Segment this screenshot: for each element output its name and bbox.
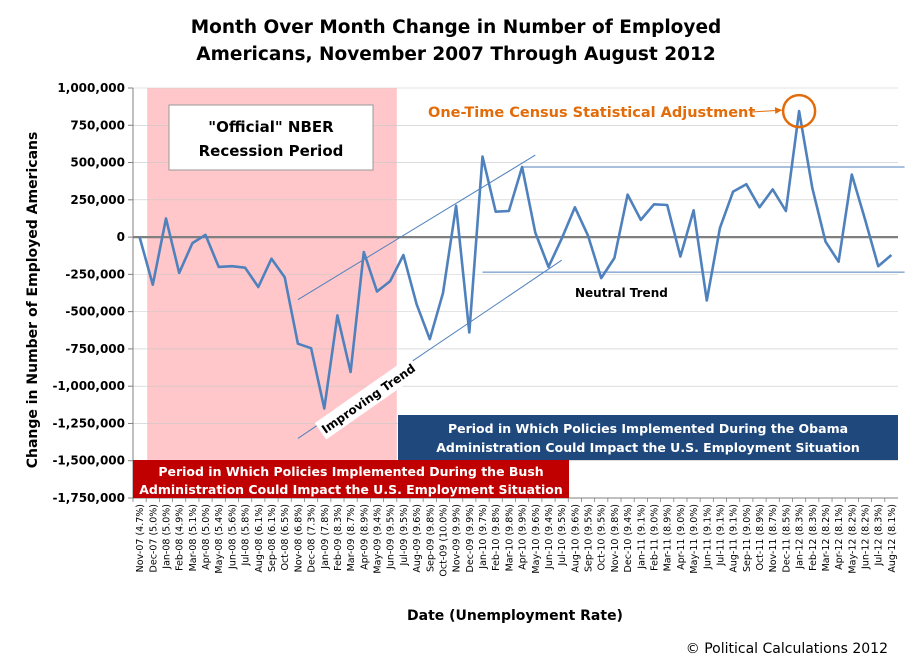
chart-title-line1: Month Over Month Change in Number of Emp… [191,17,722,38]
x-tick-label: Nov-10 (9.8%) [610,504,621,572]
census-arrow-head [774,107,783,114]
x-tick-label: Jun-08 (5.6%) [227,504,238,570]
y-tick-label: -1,000,000 [52,379,125,393]
x-tick-label: Jun-12 (8.2%) [861,504,872,570]
x-tick-label: Feb-10 (9.8%) [491,504,502,571]
x-tick-label: Mar-10 (9.8%) [504,504,515,571]
x-tick-label: Dec-10 (9.4%) [623,504,634,572]
y-tick-label: -500,000 [65,305,125,319]
y-tick-label: 500,000 [70,156,125,170]
x-tick-label: Feb-12 (8.3%) [808,504,819,571]
y-axis-label: Change in Number of Employed Americans [25,132,41,469]
x-tick-label: May-08 (5.4%) [214,504,225,574]
y-tick-label: 250,000 [70,193,125,207]
x-tick-label: Sep-09 (9.8%) [425,504,436,572]
x-tick-label: Jun-09 (9.5%) [386,504,397,570]
recession-label-line1: "Official" NBER [208,118,334,136]
x-tick-label: Oct-10 (9.5%) [597,504,608,571]
census-annotation: One-Time Census Statistical Adjustment [428,105,755,121]
y-tick-label: 1,000,000 [57,81,125,95]
y-tick-label: 0 [117,230,125,244]
x-tick-label: Jul-09 (9.5%) [399,504,410,567]
x-tick-label: May-09 (9.4%) [373,504,384,574]
x-tick-label: Nov-08 (6.8%) [293,504,304,572]
x-tick-label: Jul-08 (5.8%) [241,504,252,567]
x-tick-label: Nov-07 (4.7%) [135,504,146,572]
x-tick-label: Aug-08 (6.1%) [254,504,265,573]
x-axis-label: Date (Unemployment Rate) [407,608,623,624]
x-tick-label: Nov-09 (9.9%) [452,504,463,572]
x-tick-label: Jun-11 (9.1%) [702,504,713,570]
x-tick-label: Jan-08 (5.0%) [162,504,173,570]
x-tick-label: Feb-11 (9.0%) [650,504,661,571]
x-tick-label: Mar-08 (5.1%) [188,504,199,571]
copyright-notice: © Political Calculations 2012 [686,641,888,657]
x-tick-label: Aug-11 (9.1%) [729,504,740,573]
y-tick-labels: 1,000,000 750,000 500,000 250,000 0 -250,000 -… [52,81,125,505]
x-tick-label: Jan-10 (9.7%) [478,504,489,570]
census-highlight-circle [781,93,817,129]
y-tick-label: -1,250,000 [52,416,125,430]
employment-series-line [138,109,893,410]
x-tick-label: Mar-11 (8.9%) [663,504,674,571]
y-tick-label: -250,000 [65,267,125,281]
obama-period-banner [398,415,898,460]
x-tick-label: Jan-09 (7.8%) [320,504,331,570]
bush-period-banner [133,460,569,498]
bush-banner-line1: Period in Which Policies Implemented Dur… [158,464,543,479]
x-tick-label: Apr-12 (8.1%) [834,504,845,570]
x-tick-label: Apr-09 (8.9%) [359,504,370,570]
x-tick-label: Mar-12 (8.2%) [821,504,832,571]
x-tick-label: Oct-08 (6.5%) [280,504,291,571]
x-tick-label: Apr-11 (9.0%) [676,504,687,570]
improving-trend-label-bg [314,356,422,440]
trend-line-improving-upper [297,154,536,301]
x-tick-label: Sep-08 (6.1%) [267,504,278,572]
x-tick-label: Feb-08 (4.9%) [175,504,186,571]
y-tick-label: -1,500,000 [52,454,125,468]
x-tick-label: Jul-12 (8.3%) [874,504,885,567]
x-tick-label: Aug-12 (8.1%) [887,504,898,573]
obama-banner-line1: Period in Which Policies Implemented Dur… [448,421,848,436]
recession-label-line2: Recession Period [199,142,344,160]
x-tick-labels: Nov-07 (4.7%) Dec-07 (5.0%) Jan-08 (5.0%) F… [132,498,898,577]
x-tick-label: Feb-09 (8.3%) [333,504,344,571]
x-tick-label: Oct-09 (10.0%) [439,504,450,577]
x-tick-label: Nov-11 (8.7%) [768,504,779,572]
x-tick-label: Mar-09 (8.7%) [346,504,357,571]
x-tick-label: Jun-10 (9.4%) [544,504,555,570]
x-tick-label: Apr-10 (9.9%) [518,504,529,570]
y-tick-label: -1,750,000 [52,491,125,505]
chart-title-line2: Americans, November 2007 Through August … [196,44,715,65]
x-tick-label: Jan-12 (8.3%) [795,504,806,570]
recession-label-box [168,104,374,171]
x-tick-label: Jul-10 (9.5%) [557,504,568,567]
x-tick-label: Oct-11 (8.9%) [755,504,766,571]
x-tick-label: Dec-11 (8.5%) [781,504,792,572]
x-tick-label: May-12 (8.2%) [847,504,858,574]
y-tick-label: 750,000 [70,118,125,132]
x-tick-label: Jan-11 (9.1%) [636,504,647,570]
x-tick-label: May-10 (9.6%) [531,504,542,574]
x-tick-label: May-11 (9.0%) [689,504,700,574]
x-tick-label: Sep-10 (9.5%) [584,504,595,572]
obama-banner-line2: Administration Could Impact the U.S. Emp… [436,440,860,455]
bush-banner-line2: Administration Could Impact the U.S. Emp… [139,482,563,497]
neutral-trend-label: Neutral Trend [575,286,668,300]
x-tick-label: Dec-07 (5.0%) [148,504,159,572]
x-tick-label: Dec-09 (9.9%) [465,504,476,572]
x-tick-label: Apr-08 (5.0%) [201,504,212,570]
x-tick-label: Jul-11 (9.1%) [715,504,726,567]
y-tick-label: -750,000 [65,342,125,356]
x-tick-label: Aug-10 (9.6%) [570,504,581,573]
x-tick-label: Aug-09 (9.6%) [412,504,423,573]
x-tick-label: Sep-11 (9.0%) [742,504,753,572]
x-tick-label: Dec-08 (7.3%) [307,504,318,572]
